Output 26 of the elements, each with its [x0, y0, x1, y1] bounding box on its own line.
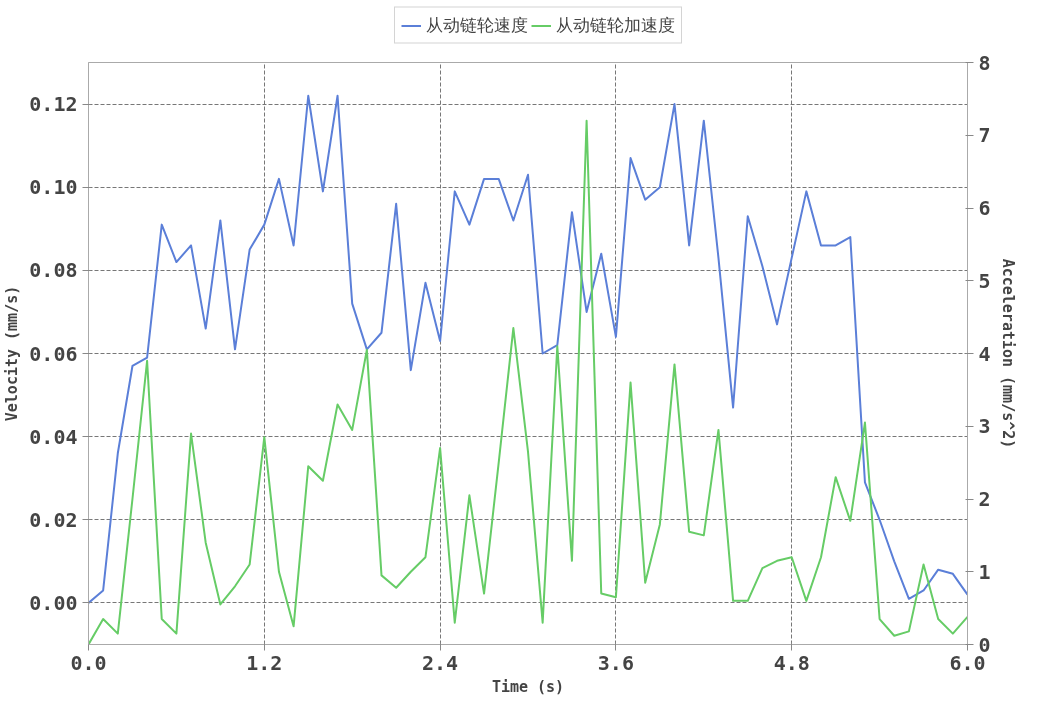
x-axis-title: Time (s): [491, 677, 565, 696]
y2-tick-label: 7: [978, 123, 991, 148]
x-tick-label: 3.6: [597, 650, 634, 675]
y2-tick-label: 6: [978, 196, 991, 220]
legend-label: 从动链轮加速度: [555, 13, 675, 37]
y2-tick-label: 2: [978, 487, 991, 511]
x-tick-label: 0.0: [70, 650, 107, 675]
y2-tick-label: 1: [978, 559, 991, 584]
y-tick-label: 0.02: [29, 507, 78, 532]
y-tick-label: 0.00: [29, 590, 78, 615]
y-tick-label: 0.12: [29, 92, 78, 117]
y-tick-label: 0.06: [29, 341, 78, 366]
y2-tick-label: 3: [978, 414, 991, 439]
x-tick-label: 4.8: [773, 650, 810, 675]
y2-tick-label: 4: [978, 341, 991, 366]
y2-tick-label: 5: [978, 268, 991, 293]
x-tick-label: 1.2: [246, 650, 283, 675]
y-tick-label: 0.04: [29, 424, 78, 449]
x-tick-label: 2.4: [422, 650, 459, 675]
legend-label: 从动链轮速度: [425, 13, 528, 37]
y-tick-label: 0.10: [29, 175, 78, 200]
y2-tick-label: 0: [978, 632, 991, 657]
y-axis-title: Velocity (mm/s): [3, 285, 22, 422]
y2-tick-label: 8: [978, 50, 991, 75]
y2-axis-title: Acceleration (mm/s^2): [998, 258, 1017, 449]
y-tick-label: 0.08: [29, 258, 78, 283]
